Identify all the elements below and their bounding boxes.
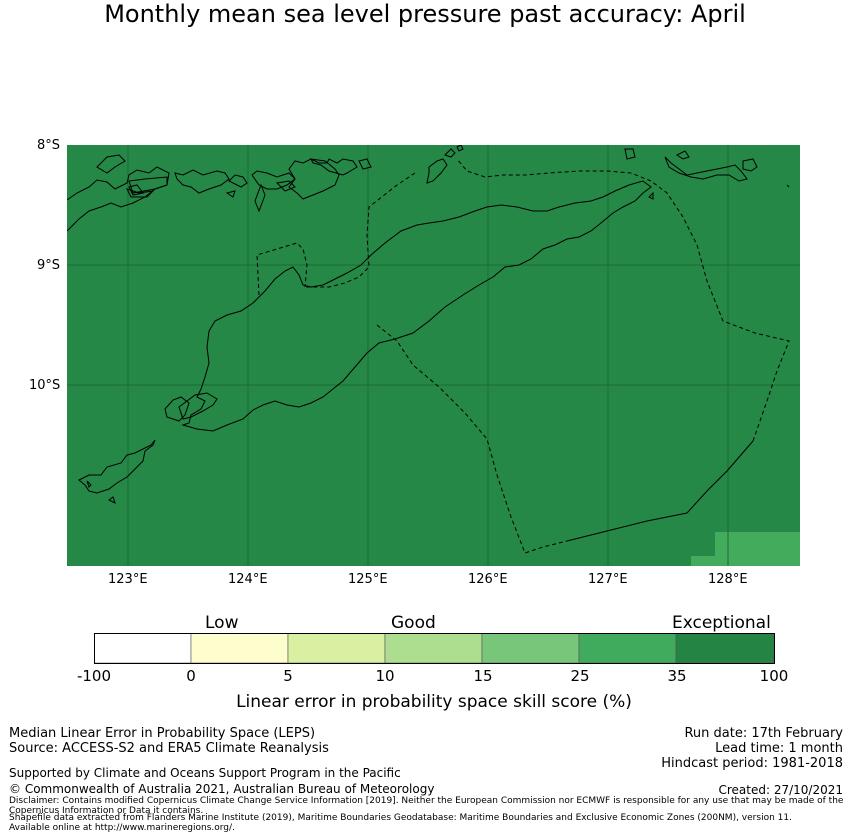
lon-label-125e: 125°E bbox=[348, 572, 388, 587]
colorbar-bin-2 bbox=[190, 633, 289, 664]
lon-label-123e: 123°E bbox=[108, 572, 148, 587]
tick-label: 0 bbox=[186, 667, 196, 685]
shapefile-credit: Shapefile data extracted from Flanders M… bbox=[9, 813, 792, 833]
tick-label: 100 bbox=[759, 667, 789, 685]
support-note: Supported by Climate and Oceans Support … bbox=[9, 766, 401, 780]
lead-time: Lead time: 1 month bbox=[715, 741, 843, 756]
lon-label-127e: 127°E bbox=[588, 572, 628, 587]
lat-label-9s: 9°S bbox=[37, 258, 61, 273]
tick-label: 35 bbox=[667, 667, 687, 685]
colorbar-bin-3 bbox=[287, 633, 386, 664]
disclaimer: Disclaimer: Contains modified Copernicus… bbox=[9, 796, 844, 816]
hindcast-period: Hindcast period: 1981-2018 bbox=[661, 756, 843, 771]
lon-label-128e: 128°E bbox=[708, 572, 748, 587]
colorbar-bin-6 bbox=[578, 633, 677, 664]
colorbar-bin-7 bbox=[675, 633, 775, 664]
data-source: Source: ACCESS-S2 and ERA5 Climate Reana… bbox=[9, 741, 329, 756]
graticule bbox=[67, 145, 800, 566]
lon-label-126e: 126°E bbox=[468, 572, 508, 587]
colorbar-label: Linear error in probability space skill … bbox=[236, 692, 632, 712]
tick-label: 15 bbox=[473, 667, 493, 685]
colorbar-frame bbox=[94, 633, 775, 664]
lon-label-124e: 124°E bbox=[228, 572, 268, 587]
lower-skill-patch bbox=[691, 532, 800, 566]
tick-label: 5 bbox=[283, 667, 293, 685]
tick-label: -100 bbox=[76, 667, 112, 685]
chart-title: Monthly mean sea level pressure past acc… bbox=[104, 0, 746, 28]
lat-label-8s: 8°S bbox=[37, 138, 61, 153]
created-date: Created: 27/10/2021 bbox=[718, 783, 843, 797]
colorbar bbox=[94, 633, 775, 664]
lat-label-10s: 10°S bbox=[29, 378, 61, 393]
category-good: Good bbox=[391, 613, 436, 633]
tick-label: 10 bbox=[375, 667, 395, 685]
sea-level-pressure-map bbox=[67, 145, 800, 566]
category-low: Low bbox=[205, 613, 239, 633]
copyright: © Commonwealth of Australia 2021, Austra… bbox=[9, 782, 435, 796]
skill-score-field bbox=[67, 145, 800, 566]
coastlines bbox=[67, 145, 790, 554]
colorbar-bin-1 bbox=[94, 633, 192, 664]
colorbar-bin-4 bbox=[384, 633, 483, 664]
run-date: Run date: 17th February bbox=[684, 726, 843, 741]
tick-label: 25 bbox=[570, 667, 590, 685]
metric-name: Median Linear Error in Probability Space… bbox=[9, 726, 316, 741]
category-exceptional: Exceptional bbox=[672, 613, 771, 633]
colorbar-bin-5 bbox=[481, 633, 580, 664]
